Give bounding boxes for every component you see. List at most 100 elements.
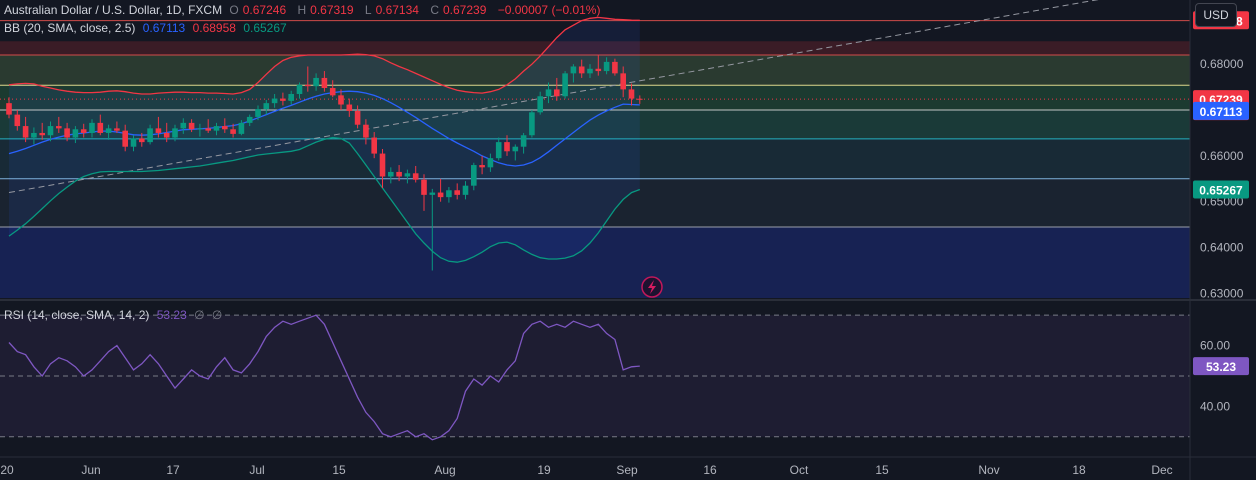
symbol-title[interactable]: Australian Dollar / U.S. Dollar, 1D, FXC…: [4, 3, 223, 17]
candle-body: [471, 165, 477, 186]
lower-band-tag: 0.65267: [1193, 180, 1249, 199]
rsi-label[interactable]: RSI (14, close, SMA, 14, 2): [4, 308, 150, 322]
candle-body: [305, 84, 311, 87]
candle-body: [255, 109, 261, 117]
bb-basis-line: [8, 90, 640, 167]
candle-body: [388, 171, 394, 177]
time-tick-label: 15: [332, 463, 346, 477]
rsi-tag-box: [1193, 357, 1249, 376]
candle-body: [147, 128, 153, 143]
candle-body: [612, 61, 618, 74]
zone-band: [0, 55, 1190, 86]
rsi-tag: 53.23: [1193, 357, 1249, 376]
candle-body: [163, 132, 170, 138]
candle-body: [296, 84, 303, 94]
zone-top: [0, 20, 1190, 42]
basis-tag-box: [1193, 101, 1249, 120]
candle-body: [122, 130, 128, 147]
time-tick-label: Aug: [434, 463, 455, 477]
candle-body: [512, 146, 519, 152]
candle-body: [628, 89, 635, 99]
zone-band: [0, 110, 1190, 139]
price-tick-label: 0.64000: [1200, 241, 1244, 255]
rsi-tick-label: 40.00: [1200, 399, 1230, 413]
close-label: C: [430, 3, 439, 17]
candle-body: [637, 98, 643, 100]
candle-body: [130, 138, 137, 147]
change-value: −0.00007 (−0.01%): [497, 3, 601, 17]
price-level-zones: [0, 20, 1190, 298]
candle-body: [587, 68, 593, 74]
candle-body: [437, 192, 444, 198]
candle-body: [520, 135, 527, 147]
candle-body: [213, 126, 220, 131]
candle-body: [562, 73, 568, 97]
open-label: O: [229, 3, 239, 17]
trendline[interactable]: [8, 0, 1173, 194]
bb-label[interactable]: BB (20, SMA, close, 2.5): [4, 21, 136, 35]
rsi-value: 53.23: [156, 308, 187, 322]
candle-body: [197, 128, 203, 130]
candle-body: [47, 126, 54, 136]
candle-body: [487, 158, 494, 168]
time-tick-label: 18: [1072, 463, 1086, 477]
bb-basis-value: 0.67113: [142, 21, 186, 35]
lightning-icon[interactable]: [641, 276, 663, 298]
candle-body: [429, 192, 436, 195]
candle-body: [271, 98, 278, 104]
price-tick-label: 0.68000: [1200, 57, 1244, 71]
candle-body: [338, 95, 344, 105]
time-axis[interactable]: 20 Jun 17 Jul 15 Aug 19 Sep 16 Oct 15 Nov 18 Dec: [0, 463, 1172, 477]
candle-body: [504, 142, 510, 152]
bb-band-area: [9, 17, 640, 263]
time-tick-label: Nov: [978, 463, 999, 477]
candle-body: [354, 110, 361, 125]
candle-body: [205, 128, 211, 131]
low-label: L: [364, 3, 372, 17]
candle-body: [554, 89, 560, 97]
time-tick-label: 15: [875, 463, 889, 477]
high-label: H: [297, 3, 307, 17]
time-tick-label: Sep: [616, 463, 638, 477]
candle-body: [329, 88, 336, 96]
time-tick-label: Dec: [1151, 463, 1172, 477]
low-value: 0.67134: [375, 3, 419, 17]
rsi-tag-text: 53.23: [1206, 360, 1236, 374]
currency-button[interactable]: USD: [1195, 3, 1237, 27]
candle-body: [6, 103, 12, 115]
candle-body: [97, 122, 104, 133]
zone-band: [0, 178, 1190, 227]
candle-body: [188, 122, 195, 130]
candle-body: [280, 98, 286, 101]
bb-upper-line: [8, 16, 640, 95]
candle-body: [238, 122, 245, 134]
candle-body: [105, 128, 112, 133]
bollinger-band-fill: [9, 17, 640, 263]
basis-tag-text: 0.67113: [1200, 105, 1243, 119]
candlestick-series: [6, 55, 643, 271]
candle-body: [570, 66, 577, 74]
candle-body: [421, 179, 427, 195]
basis-tag: 0.67113: [1193, 101, 1249, 120]
horizontal-levels[interactable]: [0, 20, 1190, 228]
bb-lower-line: [8, 136, 641, 263]
open-value: 0.67246: [242, 3, 287, 17]
time-tick-label: 16: [703, 463, 717, 477]
bb-lower-value: 0.65267: [243, 21, 287, 35]
rsi-extra-2: ∅: [211, 308, 223, 322]
candle-body: [313, 77, 319, 87]
time-tick-label: 17: [166, 463, 180, 477]
candle-body: [321, 77, 328, 89]
candle-body: [230, 129, 236, 134]
candle-body: [72, 129, 79, 138]
candle-body: [222, 126, 228, 130]
candle-body: [404, 173, 411, 177]
candle-body: [139, 138, 145, 143]
lower-band-tag-text: 0.65267: [1199, 183, 1243, 197]
rsi-legend: RSI (14, close, SMA, 14, 2) 53.23 ∅ ∅: [4, 308, 226, 322]
time-tick-label: 19: [537, 463, 551, 477]
price-tick-label: 0.66000: [1200, 149, 1244, 163]
candle-body: [578, 66, 585, 74]
